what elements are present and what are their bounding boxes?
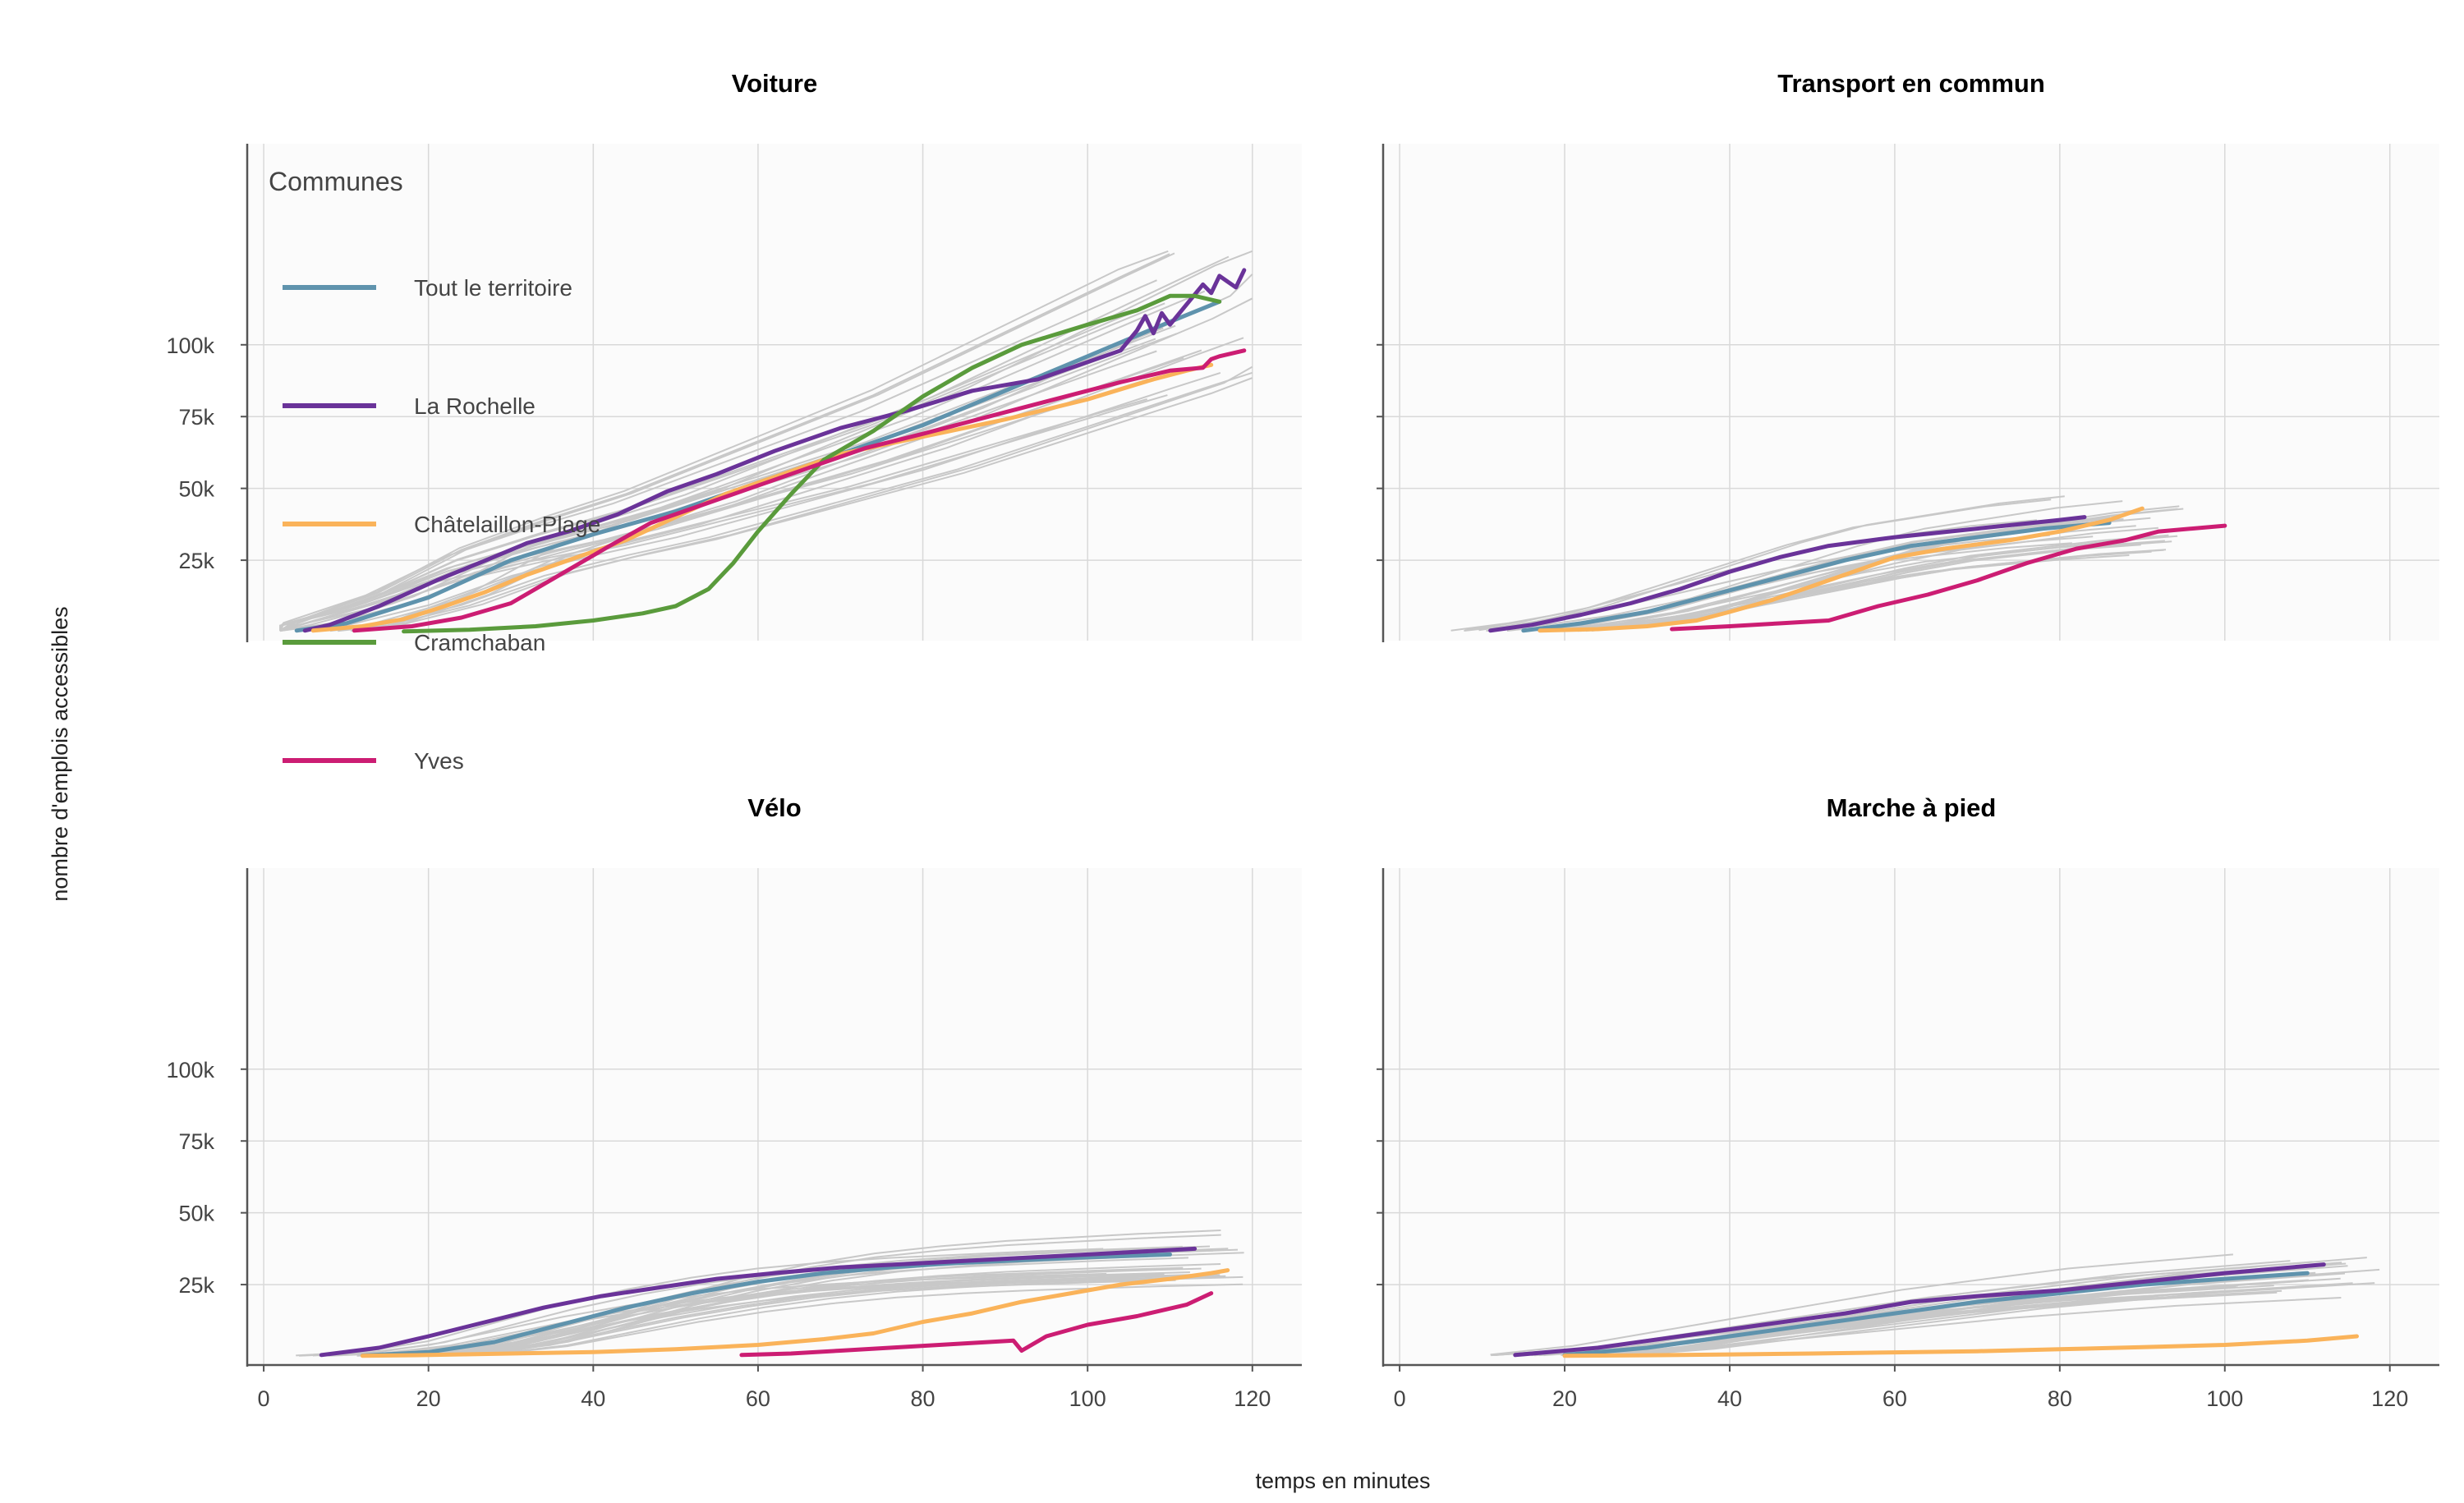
y-tick-label: 100k [166,1058,214,1082]
x-tick-label: 100 [1069,1386,1106,1411]
x-tick-label: 40 [581,1386,605,1411]
y-tick-label: 25k [178,1273,214,1298]
x-tick-label: 20 [1552,1386,1577,1411]
commune-line-grey [296,1248,1104,1357]
commune-line-grey [279,302,1165,632]
legend-label-cramchaban: Cramchaban [414,630,545,655]
x-axis-label: temps en minutes [1255,1469,1430,1493]
commune-line-grey [1478,495,2065,632]
commune-line-grey [279,378,1149,632]
panel-marche-a-pied: 0 20 40 60 80 100 120 Marche à pied [1377,793,2439,1411]
commune-line-grey [329,371,1253,632]
legend-title: Communes [269,167,403,196]
x-tick-label: 60 [746,1386,770,1411]
series-line-tout-le-territoire [360,1252,1172,1358]
y-axis-label: nombre d'emplois accessibles [48,606,72,901]
commune-line-grey [279,279,1157,632]
x-tick-label: 20 [416,1386,441,1411]
panel-voiture: 25k 50k 75k 100k Voiture [166,69,1302,642]
series-line-la-rochelle [1488,515,2087,633]
commune-line-grey [279,253,1170,632]
x-tick-label: 0 [1394,1386,1406,1411]
gridlines [1383,144,2439,641]
legend-label-chatelaillon-plage: Châtelaillon-Plage [414,512,600,537]
series-line-chatelaillon-plage [1538,506,2145,633]
y-tick-label: 75k [178,405,214,430]
series-line-la-rochelle [302,268,1247,633]
panels: 25k 50k 75k 100k Voiture Transport en commun 2… [166,69,2439,1411]
series-line-chatelaillon-plage [360,1268,1230,1358]
y-tick-label: 50k [178,477,214,502]
commune-line-grey [435,1275,1243,1357]
legend-label-la-rochelle: La Rochelle [414,393,536,419]
x-tick-label: 80 [911,1386,935,1411]
legend: Communes Tout le territoire La Rochelle Châ… [269,167,600,774]
panel-velo: 25k 50k 75k 100k 0 20 40 60 80 100 120 Vélo [166,793,1302,1411]
panel-title: Marche à pied [1827,793,1997,822]
panel-title: Voiture [732,69,818,98]
panel-transport-en-commun: Transport en commun [1377,69,2439,642]
commune-line-grey [341,250,1253,632]
panel-background [1383,144,2439,641]
commune-line-grey [412,1274,1221,1357]
legend-label-yves: Yves [414,748,464,774]
y-tick-label: 100k [166,333,214,358]
commune-line-grey [282,290,1206,632]
x-tick-label: 100 [2206,1386,2243,1411]
commune-line-grey [279,250,1169,632]
y-tick-label: 50k [178,1202,214,1226]
series-line-la-rochelle [1513,1262,2326,1358]
x-tick-label: 120 [2371,1386,2408,1411]
panel-background [247,144,1302,641]
series-line-yves [739,1291,1214,1358]
x-tick-label: 0 [258,1386,270,1411]
series-line-yves [1670,523,2227,632]
commune-line-grey [1555,544,2141,632]
commune-line-grey [382,1271,1190,1357]
panel-title: Vélo [747,793,801,822]
y-tick-label: 25k [178,549,214,573]
commune-line-grey [279,398,1147,632]
series-line-tout-le-territoire [1521,521,2112,633]
series-line-la-rochelle [319,1246,1198,1358]
x-tick-label: 40 [1717,1386,1742,1411]
panel-title: Transport en commun [1777,69,2045,98]
commune-line-grey [1490,1253,2233,1356]
series-line-chatelaillon-plage [1562,1334,2359,1358]
x-tick-label: 60 [1882,1386,1907,1411]
commune-line-grey [356,273,1253,632]
legend-label-tout-le-territoire: Tout le territoire [414,275,572,301]
commune-line-grey [338,377,1253,632]
series-line-tout-le-territoire [1562,1271,2310,1358]
series-line-cramchaban [402,293,1222,634]
background-communes [296,1230,1244,1357]
series-line-yves [352,348,1247,633]
x-tick-label: 120 [1234,1386,1271,1411]
gridlines [1383,868,2439,1365]
commune-line-grey [350,365,1253,632]
y-tick-label: 75k [178,1129,214,1154]
gridlines [247,868,1302,1365]
x-tick-label: 80 [2048,1386,2072,1411]
